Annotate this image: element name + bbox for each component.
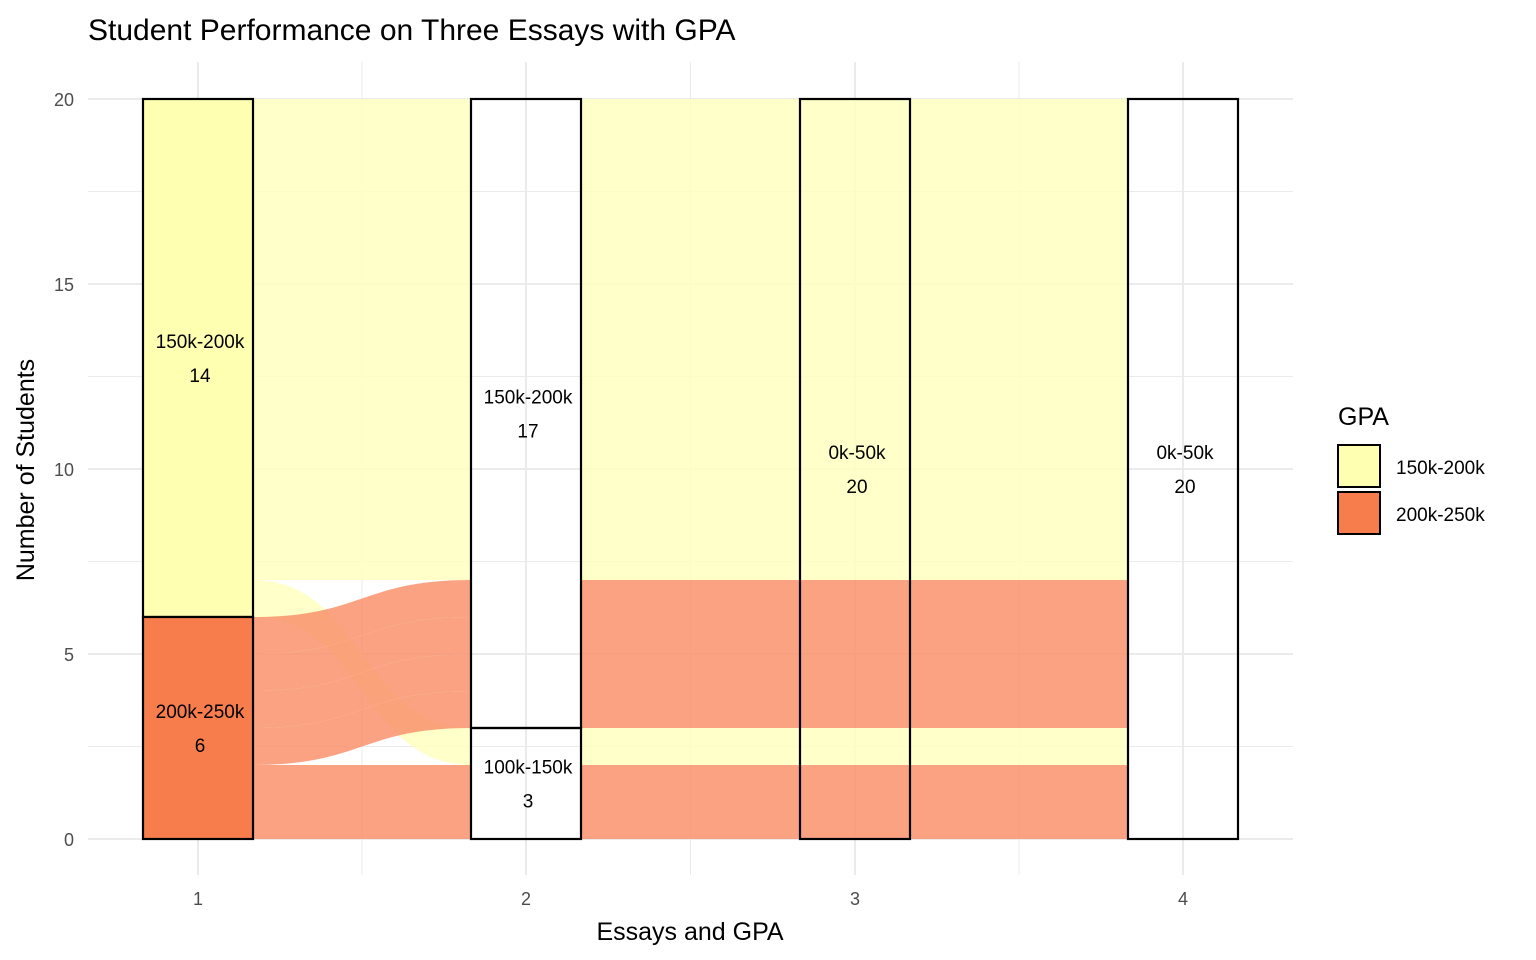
flow-200k-250k-2: [253, 580, 471, 654]
stratum-label: 150k-200k: [156, 332, 245, 353]
flow-150k-200k-0: [253, 99, 471, 580]
flow-200k-250k-8: [581, 580, 1128, 728]
stratum-label: 0k-50k: [1156, 443, 1214, 464]
legend-label-200k-250k: 200k-250k: [1396, 505, 1485, 526]
stratum-count: 20: [846, 477, 867, 498]
flow-200k-250k-3: [253, 617, 471, 691]
stratum-count: 3: [523, 792, 534, 813]
stratum-label: 100k-150k: [484, 758, 573, 779]
axis-ticks: 0 5 10 15 20 1 2 3 4: [54, 90, 1188, 909]
flow-200k-250k-6: [253, 765, 471, 839]
y-tick-label: 0: [64, 830, 74, 850]
stratum-4-0k-50k: [1126, 97, 1240, 841]
stratum-fill-1: [143, 617, 253, 839]
flow-150k-200k-7: [581, 99, 1128, 580]
flow-200k-250k-4: [253, 654, 471, 728]
flow-200k-250k-10: [581, 765, 1128, 839]
x-axis-title: Essays and GPA: [596, 918, 783, 946]
stratum-labels: 150k-200k 14 200k-250k 6 150k-200k 17 100k-150…: [156, 332, 1214, 813]
stratum-label: 200k-250k: [156, 702, 245, 723]
y-tick-label: 15: [54, 275, 74, 295]
stratum-label: 0k-50k: [828, 443, 886, 464]
strata: [141, 97, 1240, 841]
stratum-1-200k-250k: [141, 615, 255, 841]
stratum-count: 6: [195, 736, 206, 757]
stratum-2-100k-150k: [469, 726, 583, 841]
chart-title: Student Performance on Three Essays with…: [88, 14, 736, 47]
flow-200k-250k-5: [253, 691, 471, 765]
y-tick-label: 5: [64, 645, 74, 665]
legend-title: GPA: [1338, 403, 1389, 431]
stratum-3-0k-50k: [798, 97, 912, 841]
stratum-fill-0: [143, 99, 253, 617]
stratum-count: 20: [1174, 477, 1195, 498]
flow-150k-200k-9: [581, 728, 1128, 765]
x-tick-label: 4: [1178, 889, 1188, 909]
stratum-label: 150k-200k: [484, 388, 573, 409]
legend-label-150k-200k: 150k-200k: [1396, 458, 1485, 479]
stratum-count: 14: [189, 366, 211, 387]
legend-swatch-150k-200k: [1337, 444, 1381, 488]
y-tick-label: 10: [54, 460, 74, 480]
legend: GPA 150k-200k 200k-250k: [1337, 403, 1485, 535]
flows: [253, 99, 1128, 839]
y-tick-label: 20: [54, 90, 74, 110]
stratum-count: 17: [517, 422, 538, 443]
y-axis-title: Number of Students: [12, 359, 40, 581]
x-tick-label: 3: [850, 889, 860, 909]
x-tick-label: 2: [521, 889, 531, 909]
legend-swatch-200k-250k: [1337, 491, 1381, 535]
x-tick-label: 1: [193, 889, 203, 909]
